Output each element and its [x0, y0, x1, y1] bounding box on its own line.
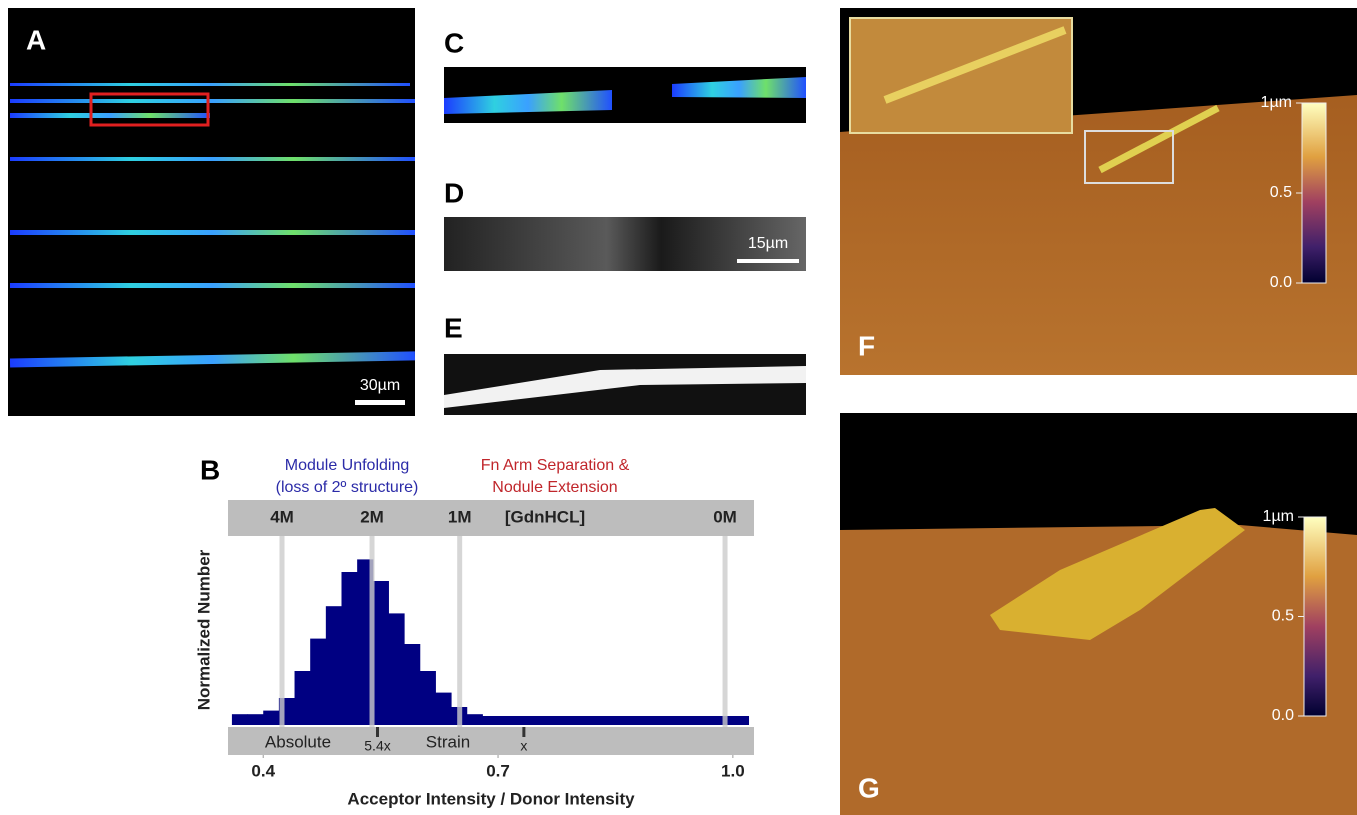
- panel-label: C: [444, 27, 464, 58]
- bar: [357, 559, 374, 725]
- inset: [849, 17, 1073, 134]
- bar: [247, 714, 264, 725]
- bar: [513, 716, 530, 725]
- panel-label: D: [444, 177, 464, 208]
- fiber: [444, 366, 806, 408]
- colorbar: [1303, 516, 1327, 717]
- bar: [341, 572, 358, 725]
- bar: [419, 671, 436, 725]
- background: [840, 413, 1357, 535]
- colorbar: [1301, 102, 1327, 284]
- bar: [498, 716, 515, 725]
- annotation: Nodule Extension: [492, 479, 617, 496]
- annotation: (loss of 2º structure): [276, 479, 419, 496]
- fiber: [672, 77, 806, 98]
- bar: [231, 714, 249, 725]
- panel-label: B: [200, 454, 220, 485]
- bar: [435, 692, 452, 725]
- strain-label: Strain: [426, 732, 470, 751]
- bar: [263, 710, 280, 725]
- fiber: [883, 26, 1067, 104]
- fiber: [444, 90, 612, 114]
- bar: [638, 716, 656, 725]
- bar: [701, 716, 718, 725]
- strain-label: Absolute: [265, 732, 331, 751]
- fiber: [990, 508, 1245, 640]
- bar: [388, 613, 405, 725]
- top-tick-label: 4M: [270, 507, 294, 526]
- scale-bar: [737, 259, 799, 263]
- panel-label: F: [858, 330, 875, 361]
- panel-a-image: [8, 8, 415, 416]
- bar: [732, 716, 750, 725]
- colorbar-label: 0.0: [1272, 707, 1294, 724]
- strain-tick-label: x: [520, 738, 527, 754]
- annotation: Module Unfolding: [285, 457, 410, 474]
- bar: [607, 716, 624, 725]
- bar: [310, 638, 327, 725]
- colorbar-label: 0.5: [1272, 608, 1294, 625]
- top-tick-label: 1M: [448, 507, 472, 526]
- bar: [670, 716, 687, 725]
- bar: [685, 716, 703, 725]
- bar: [325, 606, 342, 725]
- colorbar-label: 1µm: [1261, 94, 1292, 111]
- bar: [576, 716, 593, 725]
- zoom-box: [1084, 130, 1174, 184]
- zoom-box: [89, 92, 210, 127]
- bar: [623, 716, 640, 725]
- bar: [591, 716, 609, 725]
- strain-tick-label: 5.4x: [364, 738, 390, 754]
- bar: [404, 644, 421, 725]
- top-tick-label: 0M: [713, 507, 737, 526]
- scale-label: 15µm: [748, 235, 788, 252]
- colorbar-label: 0.0: [1270, 274, 1292, 291]
- x-tick-label: 1.0: [721, 761, 745, 780]
- scale-bar: [355, 400, 405, 405]
- bar: [294, 671, 311, 725]
- fibers: [9, 83, 416, 368]
- x-axis-title: Acceptor Intensity / Donor Intensity: [347, 789, 635, 808]
- annotation: Fn Arm Separation &: [481, 457, 630, 474]
- bar: [372, 581, 389, 725]
- panel-label: G: [858, 772, 880, 803]
- x-tick-label: 0.7: [486, 761, 510, 780]
- x-tick-label: 0.4: [251, 761, 275, 780]
- scale-label: 30µm: [360, 377, 400, 394]
- panel-label: E: [444, 312, 463, 343]
- colorbar-label: 0.5: [1270, 184, 1292, 201]
- strain-bar: [228, 727, 754, 755]
- colorbar-label: 1µm: [1263, 508, 1294, 525]
- y-axis-title: Normalized Number: [194, 549, 213, 710]
- bar: [560, 716, 577, 725]
- bar: [466, 714, 483, 725]
- panel-label: A: [26, 24, 46, 55]
- bar: [545, 716, 562, 725]
- top-axis-title: [GdnHCL]: [505, 507, 585, 526]
- top-tick-label: 2M: [360, 507, 384, 526]
- bar: [482, 716, 499, 725]
- bar: [654, 716, 671, 725]
- top-axis-bar: [228, 500, 754, 536]
- bar: [529, 716, 546, 725]
- fiber: [1098, 104, 1220, 174]
